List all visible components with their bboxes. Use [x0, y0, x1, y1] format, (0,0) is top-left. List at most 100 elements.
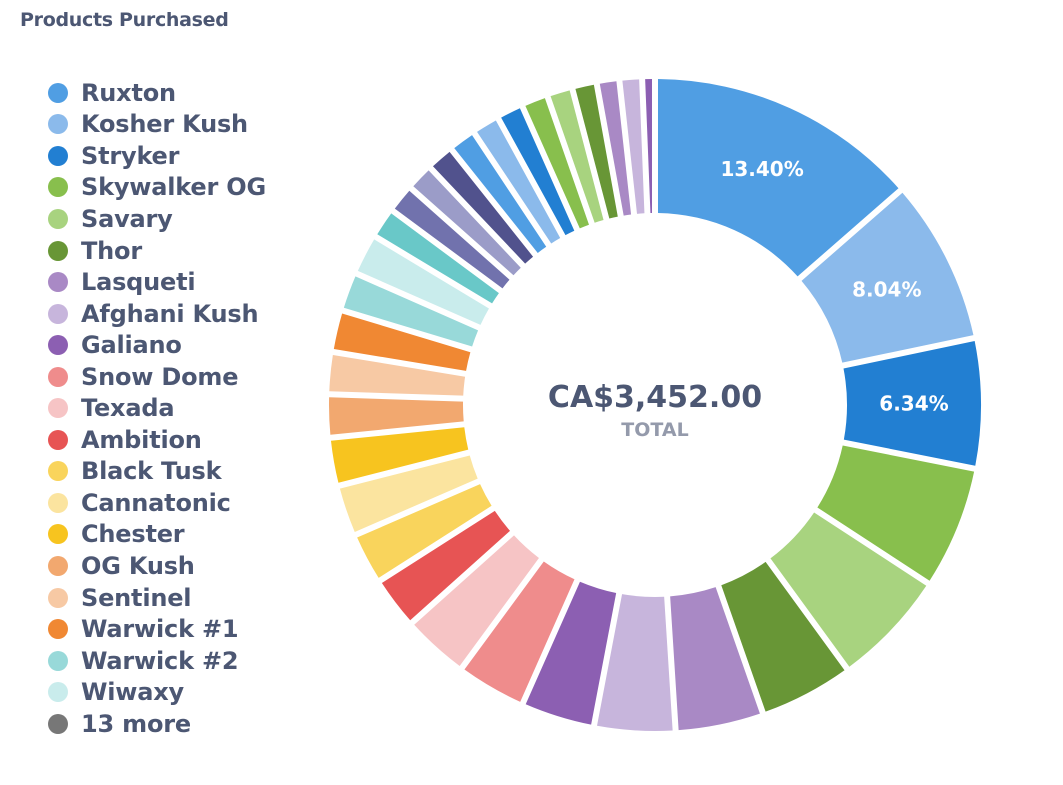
- donut-slice[interactable]: [377, 213, 499, 304]
- total-label: TOTAL: [621, 419, 688, 441]
- legend-item[interactable]: Cannatonic: [48, 487, 266, 519]
- donut-slice[interactable]: [464, 561, 575, 702]
- legend-item[interactable]: Galiano: [48, 329, 266, 361]
- legend-label: Stryker: [81, 141, 180, 170]
- legend-label: Ambition: [81, 425, 202, 454]
- legend-item[interactable]: Kosher Kush: [48, 109, 266, 141]
- legend-label: Chester: [81, 520, 185, 549]
- legend-item[interactable]: Chester: [48, 519, 266, 551]
- legend-item[interactable]: Afghani Kush: [48, 298, 266, 330]
- donut-slice[interactable]: [843, 341, 981, 466]
- legend-dot-icon: [48, 272, 68, 293]
- slice-percent-label: 8.04%: [852, 277, 921, 301]
- donut-slice[interactable]: [343, 276, 479, 347]
- donut-slice[interactable]: [330, 427, 469, 483]
- legend-label: OG Kush: [81, 551, 195, 580]
- legend-dot-icon: [48, 713, 68, 734]
- donut-slice[interactable]: [501, 108, 575, 236]
- donut-slice[interactable]: [339, 455, 478, 532]
- legend-item[interactable]: 13 more: [48, 708, 266, 740]
- legend-label: Wiwaxy: [81, 678, 184, 707]
- legend-dot-icon: [48, 682, 68, 703]
- donut-slice[interactable]: [381, 510, 511, 621]
- legend-dot-icon: [48, 398, 68, 419]
- legend-label: Kosher Kush: [81, 110, 248, 139]
- legend-item[interactable]: Sentinel: [48, 582, 266, 614]
- legend-item[interactable]: Ambition: [48, 424, 266, 456]
- donut-slice[interactable]: [622, 79, 645, 214]
- card-title: Products Purchased: [20, 9, 229, 31]
- donut-slice[interactable]: [770, 512, 927, 667]
- legend-item[interactable]: Snow Dome: [48, 361, 266, 393]
- slices-group: [328, 79, 981, 731]
- legend-dot-icon: [48, 114, 68, 135]
- donut-slice[interactable]: [477, 120, 561, 244]
- legend-dot-icon: [48, 555, 68, 576]
- legend-label: Texada: [81, 394, 175, 423]
- slice-percent-label: 13.40%: [720, 157, 803, 181]
- donut-slice[interactable]: [550, 90, 604, 223]
- legend-dot-icon: [48, 145, 68, 166]
- donut-slice[interactable]: [357, 239, 489, 325]
- legend-item[interactable]: Warwick #1: [48, 613, 266, 645]
- legend-item[interactable]: Stryker: [48, 140, 266, 172]
- donut-slice[interactable]: [454, 135, 547, 253]
- legend-label: Sentinel: [81, 583, 192, 612]
- total-value: CA$3,452.00: [548, 380, 762, 415]
- donut-slice[interactable]: [575, 84, 618, 219]
- donut-slice[interactable]: [333, 313, 471, 371]
- legend-label: Thor: [81, 236, 142, 265]
- donut-slice[interactable]: [670, 587, 760, 731]
- donut-slice[interactable]: [721, 561, 845, 712]
- legend-item[interactable]: Ruxton: [48, 77, 266, 109]
- donut-slice[interactable]: [525, 98, 589, 229]
- percent-labels-group: 13.40% 8.04% 6.34%: [720, 157, 948, 416]
- donut-slice[interactable]: [801, 192, 974, 363]
- donut-slice[interactable]: [645, 79, 653, 214]
- legend-dot-icon: [48, 461, 68, 482]
- legend-label: Warwick #1: [81, 615, 239, 644]
- legend-item[interactable]: Lasqueti: [48, 266, 266, 298]
- legend-item[interactable]: Texada: [48, 392, 266, 424]
- legend-dot-icon: [48, 429, 68, 450]
- legend-dot-icon: [48, 303, 68, 324]
- legend-dot-icon: [48, 524, 68, 545]
- donut-slice[interactable]: [525, 581, 617, 725]
- donut-slice[interactable]: [597, 594, 673, 731]
- legend-label: Black Tusk: [81, 457, 222, 486]
- legend-item[interactable]: Black Tusk: [48, 456, 266, 488]
- legend-label: Snow Dome: [81, 362, 239, 391]
- donut-slice[interactable]: [329, 354, 466, 396]
- legend-label: Galiano: [81, 331, 182, 360]
- donut-slice[interactable]: [413, 170, 521, 276]
- legend-item[interactable]: Skywalker OG: [48, 172, 266, 204]
- legend-item[interactable]: Warwick #2: [48, 645, 266, 677]
- legend-dot-icon: [48, 240, 68, 261]
- legend-label: Cannatonic: [81, 488, 231, 517]
- donut-slice[interactable]: [394, 190, 510, 289]
- donut-slice[interactable]: [599, 81, 632, 216]
- legend-dot-icon: [48, 587, 68, 608]
- donut-slice[interactable]: [414, 535, 539, 666]
- legend-item[interactable]: OG Kush: [48, 550, 266, 582]
- legend-label: Afghani Kush: [81, 299, 259, 328]
- legend-label: Lasqueti: [81, 268, 196, 297]
- legend-dot-icon: [48, 335, 68, 356]
- legend-dot-icon: [48, 366, 68, 387]
- donut-slice[interactable]: [432, 151, 534, 264]
- donut-slice[interactable]: [657, 79, 899, 277]
- donut-slice[interactable]: [357, 484, 492, 578]
- legend-label: Ruxton: [81, 78, 176, 107]
- legend-label: Savary: [81, 204, 173, 233]
- legend-dot-icon: [48, 177, 68, 198]
- slice-percent-label: 6.34%: [879, 392, 948, 416]
- legend-label: Skywalker OG: [81, 173, 266, 202]
- legend-item[interactable]: Savary: [48, 203, 266, 235]
- donut-slice[interactable]: [817, 445, 975, 581]
- legend-item[interactable]: Thor: [48, 235, 266, 267]
- legend-dot-icon: [48, 650, 68, 671]
- legend-label: Warwick #2: [81, 646, 239, 675]
- donut-slice[interactable]: [328, 397, 464, 435]
- legend-item[interactable]: Wiwaxy: [48, 676, 266, 708]
